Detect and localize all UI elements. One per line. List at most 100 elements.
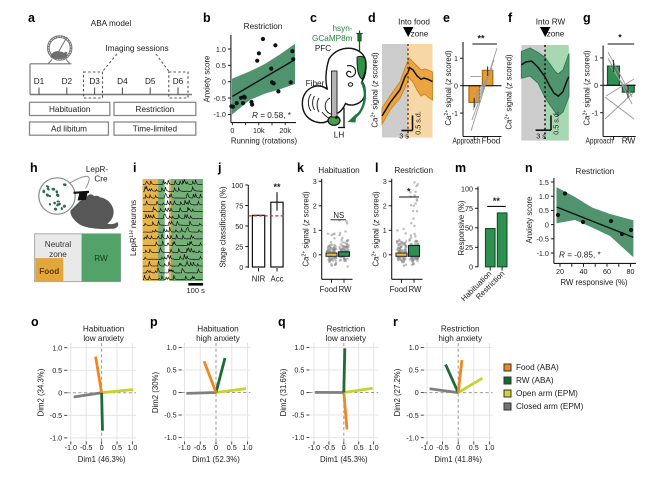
svg-text:0.5: 0.5 bbox=[216, 61, 226, 70]
svg-text:high anxiety: high anxiety bbox=[438, 334, 483, 343]
svg-text:R = -0.85, *: R = -0.85, * bbox=[559, 251, 601, 260]
svg-text:-0.5: -0.5 bbox=[537, 235, 549, 244]
svg-text:0: 0 bbox=[214, 443, 218, 452]
svg-text:LH: LH bbox=[334, 131, 345, 140]
svg-text:RW: RW bbox=[339, 285, 352, 294]
svg-text:0: 0 bbox=[230, 126, 234, 135]
svg-text:100: 100 bbox=[231, 181, 243, 190]
svg-text:0: 0 bbox=[300, 388, 304, 397]
svg-text:Running (rotations): Running (rotations) bbox=[231, 137, 298, 146]
svg-text:Food: Food bbox=[39, 267, 59, 276]
svg-text:1: 1 bbox=[313, 226, 317, 235]
svg-text:d: d bbox=[368, 11, 376, 25]
svg-text:r: r bbox=[393, 315, 398, 329]
svg-text:20: 20 bbox=[556, 267, 564, 276]
svg-text:*: * bbox=[407, 187, 411, 197]
svg-text:1.0: 1.0 bbox=[52, 343, 62, 352]
svg-text:0.5: 0.5 bbox=[469, 443, 479, 452]
svg-text:Responsive (%): Responsive (%) bbox=[457, 200, 466, 255]
svg-text:Dim1 (46.3%): Dim1 (46.3%) bbox=[78, 455, 126, 464]
svg-text:1.0: 1.0 bbox=[127, 443, 137, 452]
svg-text:LepR-: LepR- bbox=[86, 165, 109, 174]
svg-text:zone: zone bbox=[547, 30, 565, 39]
svg-text:100 s: 100 s bbox=[187, 286, 206, 295]
svg-text:25: 25 bbox=[465, 243, 473, 252]
svg-text:80: 80 bbox=[627, 267, 635, 276]
svg-text:0: 0 bbox=[58, 388, 62, 397]
svg-text:Open arm (EPM): Open arm (EPM) bbox=[516, 389, 578, 398]
svg-text:zone: zone bbox=[49, 250, 67, 259]
svg-text:-1.0: -1.0 bbox=[65, 443, 77, 452]
svg-text:-1.0: -1.0 bbox=[164, 433, 176, 442]
svg-text:0: 0 bbox=[342, 443, 346, 452]
svg-text:Cre: Cre bbox=[94, 175, 108, 184]
svg-text:Food: Food bbox=[390, 285, 408, 294]
svg-text:Dim2 (30%): Dim2 (30%) bbox=[151, 372, 160, 414]
svg-text:Restriction: Restriction bbox=[244, 22, 283, 31]
svg-text:1.5: 1.5 bbox=[539, 178, 549, 187]
svg-text:1.0: 1.0 bbox=[369, 443, 379, 452]
svg-text:-1: -1 bbox=[592, 109, 598, 118]
svg-text:R = 0.58, *: R = 0.58, * bbox=[252, 111, 292, 120]
svg-text:Restriction: Restriction bbox=[136, 105, 175, 114]
svg-text:Dim2 (34.3%): Dim2 (34.3%) bbox=[37, 368, 46, 416]
svg-text:RW (ABA): RW (ABA) bbox=[516, 376, 554, 385]
svg-text:-0.5: -0.5 bbox=[164, 411, 176, 420]
svg-text:Dim1 (41.8%): Dim1 (41.8%) bbox=[434, 455, 482, 464]
svg-text:Habituation: Habituation bbox=[49, 105, 91, 114]
svg-text:0.5: 0.5 bbox=[354, 443, 364, 452]
svg-text:D4: D4 bbox=[117, 77, 128, 86]
svg-text:p: p bbox=[150, 315, 158, 329]
svg-text:0: 0 bbox=[173, 388, 177, 397]
svg-text:3: 3 bbox=[383, 177, 387, 186]
svg-text:RW: RW bbox=[94, 254, 108, 263]
svg-text:50: 50 bbox=[235, 222, 243, 231]
svg-text:-0.5: -0.5 bbox=[436, 443, 448, 452]
svg-text:Restriction: Restriction bbox=[441, 325, 480, 334]
svg-text:1.0: 1.0 bbox=[294, 343, 304, 352]
svg-text:RW responsive (%): RW responsive (%) bbox=[560, 278, 627, 287]
svg-text:Habituation: Habituation bbox=[318, 166, 360, 175]
svg-text:o: o bbox=[31, 315, 39, 329]
svg-text:-1.0: -1.0 bbox=[214, 110, 226, 119]
svg-text:low anxiety: low anxiety bbox=[326, 334, 367, 343]
svg-text:0.5: 0.5 bbox=[227, 443, 237, 452]
svg-text:-1.0: -1.0 bbox=[50, 434, 62, 443]
svg-text:Restriction: Restriction bbox=[576, 167, 615, 176]
svg-text:Stage classification (%): Stage classification (%) bbox=[219, 186, 228, 267]
svg-text:RW: RW bbox=[622, 137, 636, 146]
svg-text:25: 25 bbox=[235, 242, 243, 251]
svg-text:1: 1 bbox=[454, 54, 458, 63]
svg-text:2: 2 bbox=[383, 202, 387, 211]
svg-text:Ad libitum: Ad libitum bbox=[51, 125, 87, 134]
svg-text:m: m bbox=[455, 161, 466, 175]
svg-text:-0.5: -0.5 bbox=[292, 411, 304, 420]
svg-text:hsyn-: hsyn- bbox=[332, 24, 352, 33]
svg-text:Dim1 (52.3%): Dim1 (52.3%) bbox=[192, 455, 240, 464]
svg-text:50: 50 bbox=[465, 224, 473, 233]
svg-text:k: k bbox=[297, 161, 304, 175]
svg-text:ABA model: ABA model bbox=[91, 19, 132, 28]
svg-text:LepRLH neurons: LepRLH neurons bbox=[129, 200, 138, 256]
svg-text:Food: Food bbox=[482, 137, 501, 146]
svg-text:low anxiety: low anxiety bbox=[83, 334, 124, 343]
svg-text:1.0: 1.0 bbox=[409, 343, 419, 352]
svg-text:-0.5: -0.5 bbox=[50, 411, 62, 420]
svg-text:h: h bbox=[30, 161, 38, 175]
svg-text:Habituation: Habituation bbox=[83, 325, 125, 334]
svg-text:-1.0: -1.0 bbox=[178, 443, 190, 452]
svg-text:3 s: 3 s bbox=[536, 132, 546, 141]
svg-text:0: 0 bbox=[456, 443, 460, 452]
svg-text:Dim2 (27.2%): Dim2 (27.2%) bbox=[393, 368, 402, 416]
svg-text:b: b bbox=[203, 11, 211, 25]
svg-text:i: i bbox=[133, 161, 136, 175]
svg-text:0: 0 bbox=[469, 263, 473, 272]
svg-text:-1.0: -1.0 bbox=[406, 433, 418, 442]
svg-text:75: 75 bbox=[235, 201, 243, 210]
svg-text:RW: RW bbox=[409, 285, 422, 294]
svg-text:1.0: 1.0 bbox=[539, 192, 549, 201]
svg-text:10k: 10k bbox=[253, 126, 265, 135]
svg-text:Approach: Approach bbox=[453, 137, 481, 146]
svg-text:2: 2 bbox=[313, 202, 317, 211]
svg-text:NIR: NIR bbox=[252, 275, 266, 284]
